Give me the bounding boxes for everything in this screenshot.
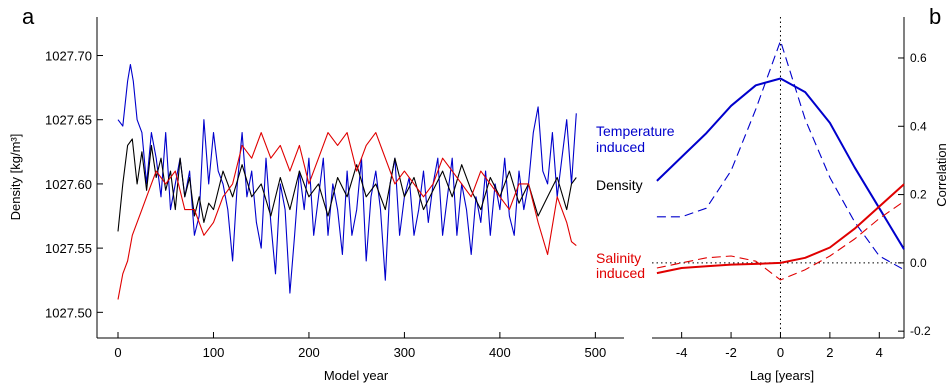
y-tick-label: 1027.65 bbox=[45, 113, 92, 128]
x-tick-label: 0 bbox=[777, 345, 784, 360]
panel-a-chart: 1027.50 1027.55 1027.60 1027.65 1027.70 0 100… bbox=[8, 17, 624, 383]
x-tick-label: -4 bbox=[676, 345, 688, 360]
series-line-temperature-induced-dashed- bbox=[656, 40, 905, 271]
panel-b-x-axis-label: Lag [years] bbox=[750, 368, 814, 383]
panel-b-series bbox=[656, 40, 905, 281]
panel-a-y-ticks: 1027.50 1027.55 1027.60 1027.65 1027.70 bbox=[45, 49, 103, 320]
y-tick-label: 0.6 bbox=[910, 51, 927, 65]
series-line-temperature-induced bbox=[117, 63, 577, 294]
annotation-salinity-line1: Salinity bbox=[596, 250, 641, 266]
panel-b-x-ticks: -4 -2 0 2 4 bbox=[676, 332, 883, 360]
series-line-salinity-induced bbox=[656, 183, 905, 275]
annotation-temperature-line2: induced bbox=[596, 139, 645, 155]
panel-b-chart: -0.2 0.0 0.2 0.4 0.6 -4 -2 0 2 4 Lag [years] Cor… bbox=[652, 17, 949, 383]
series-annotations: Temperature induced Density Salinity ind… bbox=[596, 123, 675, 281]
series-line-salinity-induced bbox=[117, 132, 577, 300]
panel-b-reference-lines bbox=[652, 17, 904, 338]
y-tick-label: 1027.70 bbox=[45, 49, 92, 64]
x-tick-label: 300 bbox=[394, 345, 416, 360]
panel-label-a: a bbox=[22, 4, 35, 29]
y-tick-label: 0.2 bbox=[910, 188, 927, 202]
x-tick-label: 500 bbox=[585, 345, 607, 360]
x-tick-label: -2 bbox=[725, 345, 737, 360]
annotation-temperature-line1: Temperature bbox=[596, 123, 675, 139]
x-tick-label: 0 bbox=[114, 345, 121, 360]
y-tick-label: 0.0 bbox=[910, 256, 927, 270]
panel-a-x-axis-label: Model year bbox=[324, 368, 389, 383]
panel-label-b: b bbox=[929, 4, 941, 29]
panel-a-y-axis-label: Density [kg/m³] bbox=[8, 134, 23, 221]
x-tick-label: 100 bbox=[203, 345, 225, 360]
series-line-salinity-induced-dashed- bbox=[656, 200, 905, 281]
y-tick-label: 1027.60 bbox=[45, 177, 92, 192]
panel-b-y-axis-label: Correlation bbox=[934, 143, 949, 207]
series-line-temperature-induced bbox=[656, 77, 905, 250]
annotation-density: Density bbox=[596, 177, 643, 193]
panel-a-x-ticks: 0 100 200 300 400 500 bbox=[114, 332, 606, 360]
panel-b-y-ticks: -0.2 0.0 0.2 0.4 0.6 bbox=[898, 51, 931, 338]
x-tick-label: 200 bbox=[298, 345, 320, 360]
x-tick-label: 2 bbox=[826, 345, 833, 360]
series-line-density bbox=[117, 138, 577, 232]
y-tick-label: 0.4 bbox=[910, 119, 927, 133]
panel-a-series bbox=[117, 63, 577, 300]
y-tick-label: -0.2 bbox=[910, 324, 931, 338]
annotation-salinity-line2: induced bbox=[596, 265, 645, 281]
y-tick-label: 1027.50 bbox=[45, 305, 92, 320]
x-tick-label: 400 bbox=[489, 345, 511, 360]
x-tick-label: 4 bbox=[876, 345, 883, 360]
y-tick-label: 1027.55 bbox=[45, 241, 92, 256]
